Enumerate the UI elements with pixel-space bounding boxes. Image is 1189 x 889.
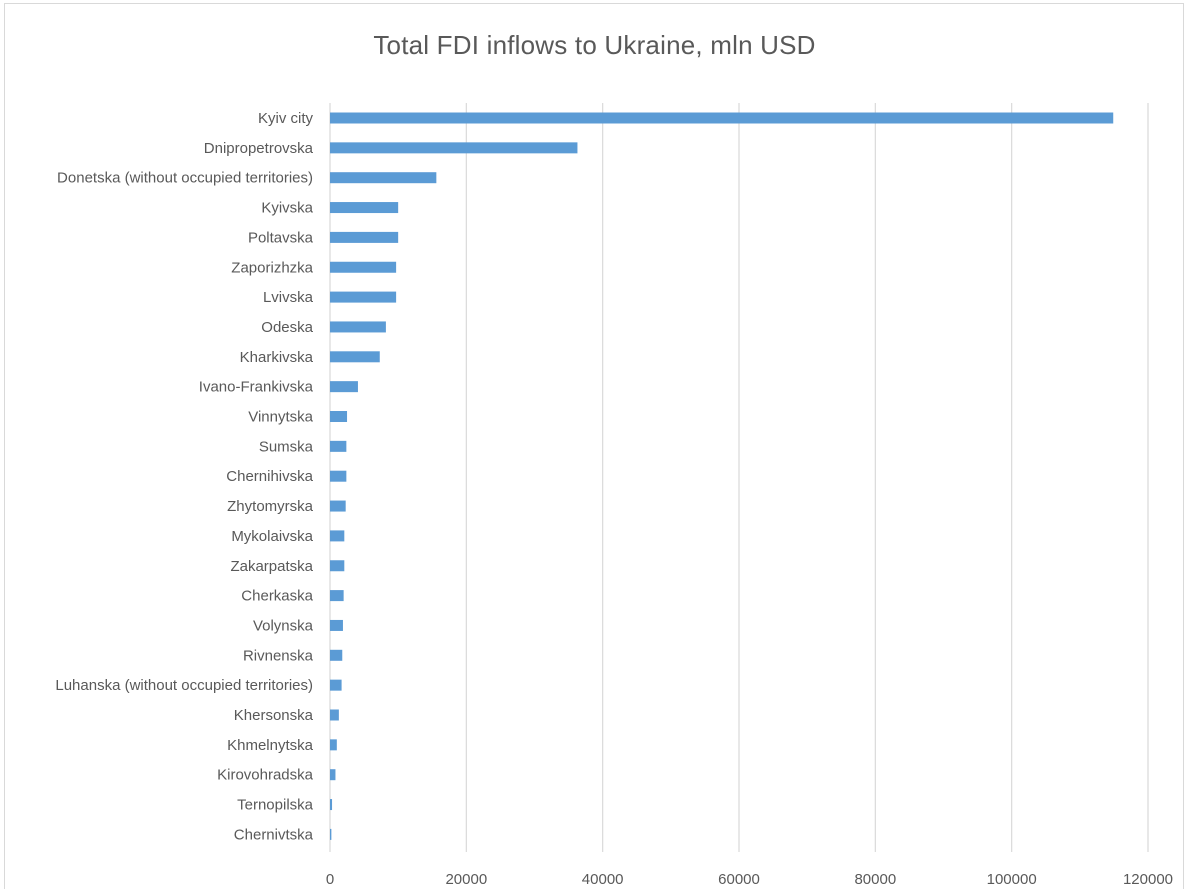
category-label: Khmelnytska xyxy=(227,737,314,754)
bar xyxy=(330,112,1114,124)
category-label: Odeska xyxy=(261,319,313,336)
x-axis-tick-labels: 0 20000 40000 60000 80000 100000 120000 xyxy=(326,871,1173,888)
bar xyxy=(330,440,347,452)
bar xyxy=(330,291,397,303)
chart-frame xyxy=(4,3,1184,889)
bar xyxy=(330,411,348,422)
bars xyxy=(330,112,1114,840)
category-label: Rivnenska xyxy=(243,647,314,664)
category-label: Zaporizhzka xyxy=(231,259,313,276)
bar xyxy=(330,231,399,243)
bar xyxy=(330,142,578,154)
category-label: Volynska xyxy=(253,617,314,634)
category-label: Kyiv city xyxy=(258,110,314,127)
bar xyxy=(330,619,343,631)
category-label: Luhanska (without occupied territories) xyxy=(55,677,313,694)
bar xyxy=(330,381,358,393)
category-label: Poltavska xyxy=(248,229,314,246)
x-tick-label: 100000 xyxy=(987,871,1037,888)
x-tick-label: 0 xyxy=(326,871,334,888)
category-label: Chernivtska xyxy=(234,826,314,843)
category-label: Chernihivska xyxy=(226,468,313,485)
bar xyxy=(330,261,397,273)
bar xyxy=(330,500,346,512)
x-tick-label: 120000 xyxy=(1123,871,1173,888)
category-label: Sumska xyxy=(259,438,314,455)
category-label: Vinnytska xyxy=(248,409,313,426)
bar xyxy=(330,470,347,482)
category-label: Cherkaska xyxy=(241,588,313,605)
category-label: Mykolaivska xyxy=(231,528,313,545)
category-label: Zakarpatska xyxy=(230,558,313,575)
category-label: Lvivska xyxy=(263,289,314,306)
bar xyxy=(330,590,344,602)
category-label: Ternopilska xyxy=(237,797,314,814)
bar xyxy=(330,321,386,333)
category-label: Kharkivska xyxy=(240,349,314,366)
gridlines xyxy=(329,103,1149,852)
bar xyxy=(330,709,339,721)
x-tick-label: 80000 xyxy=(854,871,896,888)
bar xyxy=(330,679,342,691)
category-label: Ivano-Frankivska xyxy=(199,379,314,396)
bar xyxy=(330,530,345,542)
category-label: Kyivska xyxy=(261,200,313,217)
bar xyxy=(330,649,343,661)
bar xyxy=(330,828,332,840)
bar xyxy=(330,351,380,363)
bar xyxy=(330,769,336,781)
bar xyxy=(330,739,337,751)
bar xyxy=(330,172,437,184)
category-labels: Kyiv city Dnipropetrovska Donetska (withou… xyxy=(55,110,313,843)
category-label: Kirovohradska xyxy=(217,767,314,784)
bar xyxy=(330,202,399,214)
x-tick-label: 20000 xyxy=(445,871,487,888)
x-tick-label: 60000 xyxy=(718,871,760,888)
bar xyxy=(330,560,345,572)
x-tick-label: 40000 xyxy=(582,871,624,888)
bar xyxy=(330,799,333,811)
chart-title: Total FDI inflows to Ukraine, mln USD xyxy=(373,30,816,60)
category-label: Khersonska xyxy=(234,707,314,724)
category-label: Zhytomyrska xyxy=(227,498,314,515)
category-label: Dnipropetrovska xyxy=(204,140,314,157)
category-label: Donetska (without occupied territories) xyxy=(57,170,313,187)
